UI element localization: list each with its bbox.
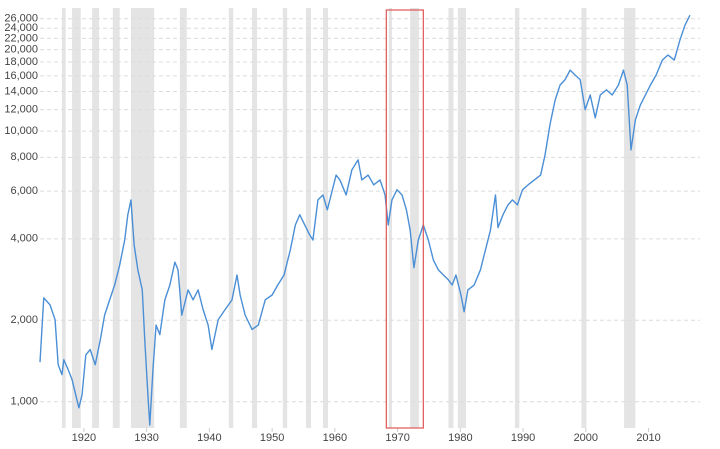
y-tick-label: 20,000 <box>4 44 38 56</box>
recession-band <box>282 8 288 428</box>
recession-band <box>306 8 312 428</box>
recession-band <box>581 8 587 428</box>
x-tick-label: 1980 <box>448 432 472 444</box>
x-tick-label: 2000 <box>574 432 598 444</box>
recession-band <box>514 8 520 428</box>
recession-band <box>179 8 187 428</box>
recession-band <box>228 8 234 428</box>
x-tick-label: 1950 <box>260 432 284 444</box>
x-tick-label: 1960 <box>323 432 347 444</box>
line-series <box>39 14 691 426</box>
x-tick-label: 1920 <box>72 432 96 444</box>
recession-band <box>448 8 454 428</box>
recession-band <box>322 8 328 428</box>
x-tick-label: 1970 <box>385 432 409 444</box>
recession-band <box>410 8 419 428</box>
y-tick-label: 22,000 <box>4 32 38 44</box>
recession-band <box>92 8 99 428</box>
y-tick-label: 18,000 <box>4 56 38 68</box>
y-tick-label: 6,000 <box>10 185 38 197</box>
x-tick-label: 2010 <box>636 432 660 444</box>
highlight-box <box>385 9 424 429</box>
y-tick-label: 24,000 <box>4 22 38 34</box>
recession-band <box>112 8 120 428</box>
y-tick-label: 26,000 <box>4 13 38 25</box>
recession-band <box>252 8 258 428</box>
x-tick-label: 1990 <box>511 432 535 444</box>
y-tick-label: 1,000 <box>10 396 38 408</box>
y-tick-label: 8,000 <box>10 151 38 163</box>
recession-band <box>71 8 81 428</box>
y-tick-label: 4,000 <box>10 233 38 245</box>
y-tick-label: 2,000 <box>10 314 38 326</box>
x-tick-label: 1930 <box>134 432 158 444</box>
recession-band <box>388 8 392 428</box>
recession-band <box>624 8 636 428</box>
recession-band <box>457 8 466 428</box>
recession-band <box>130 8 155 428</box>
y-tick-label: 14,000 <box>4 85 38 97</box>
y-tick-label: 16,000 <box>4 70 38 82</box>
x-tick-label: 1940 <box>197 432 221 444</box>
y-tick-label: 10,000 <box>4 125 38 137</box>
recession-band <box>61 8 66 428</box>
y-tick-label: 12,000 <box>4 104 38 116</box>
